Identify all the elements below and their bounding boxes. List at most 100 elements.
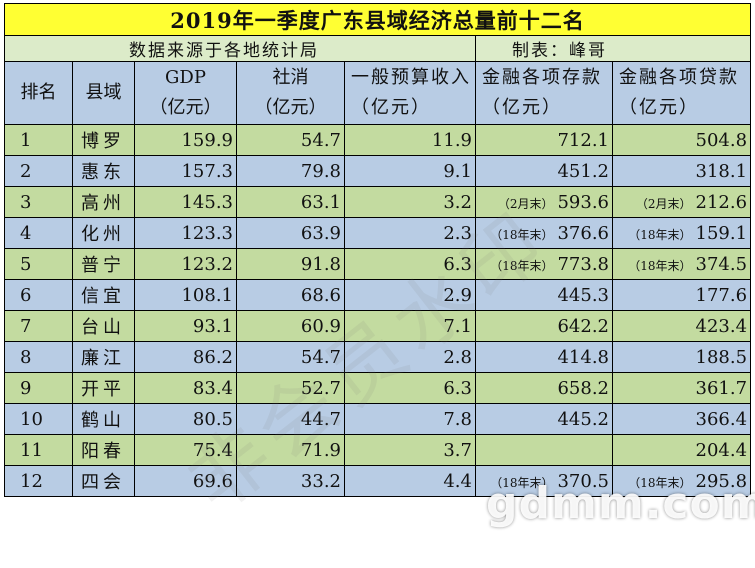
cell-county-value: 化州: [81, 224, 125, 245]
table-row: 2 惠东 157.3 79.8 9.1 451.2 318.1: [4, 155, 752, 187]
cell-loans: 318.1: [611, 155, 752, 187]
cell-deposits: （18年末） 376.6: [475, 217, 613, 249]
cell-deposits-value: 451.2: [557, 160, 609, 182]
source-note: 数据来源于各地统计局: [4, 35, 476, 62]
cell-loans: （18年末） 374.5: [611, 248, 752, 280]
header-retail-line2: （亿元）: [254, 97, 327, 118]
cell-rank-value: 3: [20, 191, 32, 213]
cell-gdp: 86.2: [134, 341, 237, 373]
cell-deposits-note: （18年末）: [490, 475, 554, 490]
table-row: 5 普宁 123.2 91.8 6.3 （18年末） 773.8 （18年末） 374.5: [4, 248, 752, 280]
cell-rank-value: 6: [20, 284, 32, 306]
cell-loans: 188.5: [611, 341, 752, 373]
cell-budget: 3.7: [344, 434, 476, 466]
cell-loans-value: 212.6: [695, 191, 748, 213]
cell-budget: 4.4: [344, 465, 476, 497]
cell-budget: 7.1: [344, 310, 476, 342]
cell-loans-value: 177.6: [695, 284, 748, 306]
cell-budget-value: 7.8: [443, 408, 472, 430]
cell-retail: 54.7: [236, 341, 345, 373]
table-row: 9 开平 83.4 52.7 6.3 658.2 361.7: [4, 372, 752, 404]
cell-loans-value: 159.1: [695, 222, 748, 244]
cell-loans: （2月末） 212.6: [611, 186, 752, 218]
cell-loans-value: 366.4: [695, 408, 748, 430]
cell-loans-note: （18年末）: [628, 258, 692, 273]
cell-loans: 504.8: [611, 124, 752, 156]
cell-budget: 11.9: [344, 124, 476, 156]
cell-loans: （18年末） 159.1: [611, 217, 752, 249]
cell-deposits-value: 642.2: [557, 315, 609, 337]
cell-deposits: 712.1: [475, 124, 613, 156]
cell-loans-value: 361.7: [695, 377, 748, 399]
cell-deposits-value: 658.2: [557, 377, 609, 399]
header-gdp-line1: GDP: [165, 67, 206, 88]
cell-gdp: 75.4: [134, 434, 237, 466]
cell-gdp: 108.1: [134, 279, 237, 311]
cell-retail: 52.7: [236, 372, 345, 404]
cell-budget: 3.2: [344, 186, 476, 218]
cell-county-value: 廉江: [81, 348, 125, 369]
cell-gdp-value: 123.3: [181, 222, 233, 244]
cell-loans-value: 504.8: [695, 129, 748, 151]
cell-loans: 366.4: [611, 403, 752, 435]
cell-retail-value: 68.6: [300, 284, 341, 306]
cell-county: 开平: [72, 372, 135, 404]
cell-county-value: 信宜: [81, 286, 125, 307]
cell-gdp: 123.3: [134, 217, 237, 249]
cell-loans-value: 318.1: [695, 160, 748, 182]
cell-rank-value: 4: [20, 222, 32, 244]
header-retail: 社消 （亿元）: [236, 61, 345, 125]
cell-gdp-value: 83.4: [192, 377, 233, 399]
cell-retail-value: 91.8: [300, 253, 341, 275]
cell-rank-value: 1: [20, 129, 32, 151]
cell-budget-value: 2.9: [443, 284, 472, 306]
cell-county: 鹤山: [72, 403, 135, 435]
cell-rank-value: 5: [20, 253, 32, 275]
cell-deposits-value: 445.3: [557, 284, 609, 306]
header-county: 县域: [72, 61, 135, 125]
cell-retail-value: 63.1: [300, 191, 341, 213]
table-row: 4 化州 123.3 63.9 2.3 （18年末） 376.6 （18年末） 159.1: [4, 217, 752, 249]
cell-gdp-value: 75.4: [192, 439, 233, 461]
cell-county-value: 鹤山: [81, 410, 125, 431]
cell-rank: 7: [4, 310, 73, 342]
header-rank: 排名: [4, 61, 73, 125]
cell-budget: 6.3: [344, 248, 476, 280]
cell-county: 博罗: [72, 124, 135, 156]
cell-retail: 44.7: [236, 403, 345, 435]
cell-county-value: 惠东: [81, 162, 125, 183]
cell-deposits-value: 773.8: [557, 253, 609, 275]
cell-retail-value: 52.7: [300, 377, 341, 399]
cell-gdp-value: 145.3: [181, 191, 233, 213]
cell-rank: 5: [4, 248, 73, 280]
cell-deposits-value: 376.6: [557, 222, 609, 244]
table-row: 3 高州 145.3 63.1 3.2 （2月末） 593.6 （2月末） 212.6: [4, 186, 752, 218]
cell-budget-value: 2.8: [443, 346, 472, 368]
cell-gdp: 83.4: [134, 372, 237, 404]
cell-retail: 79.8: [236, 155, 345, 187]
cell-retail: 33.2: [236, 465, 345, 497]
cell-deposits: （18年末） 773.8: [475, 248, 613, 280]
cell-county: 高州: [72, 186, 135, 218]
cell-deposits: [475, 434, 613, 466]
cell-retail: 63.1: [236, 186, 345, 218]
table-row: 7 台山 93.1 60.9 7.1 642.2 423.4: [4, 310, 752, 342]
cell-rank-value: 12: [20, 470, 43, 492]
cell-budget-value: 3.7: [443, 439, 472, 461]
cell-retail: 60.9: [236, 310, 345, 342]
cell-county-value: 普宁: [81, 255, 125, 276]
table-row: 1 博罗 159.9 54.7 11.9 712.1 504.8: [4, 124, 752, 156]
cell-loans-note: （18年末）: [628, 227, 692, 242]
table-row: 12 四会 69.6 33.2 4.4 （18年末） 370.5 （18年末） 295.8: [4, 465, 752, 497]
cell-loans: （18年末） 295.8: [611, 465, 752, 497]
cell-rank-value: 8: [20, 346, 32, 368]
cell-budget: 2.3: [344, 217, 476, 249]
cell-deposits-value: 593.6: [557, 191, 609, 213]
cell-deposits-value: 445.2: [557, 408, 609, 430]
cell-deposits-value: 712.1: [557, 129, 609, 151]
header-gdp-line2: （亿元）: [149, 97, 222, 118]
cell-gdp-value: 159.9: [181, 129, 233, 151]
cell-rank-value: 9: [20, 377, 32, 399]
cell-loans-value: 188.5: [695, 346, 748, 368]
header-loans: 金融各项贷款（亿元）: [611, 61, 752, 125]
